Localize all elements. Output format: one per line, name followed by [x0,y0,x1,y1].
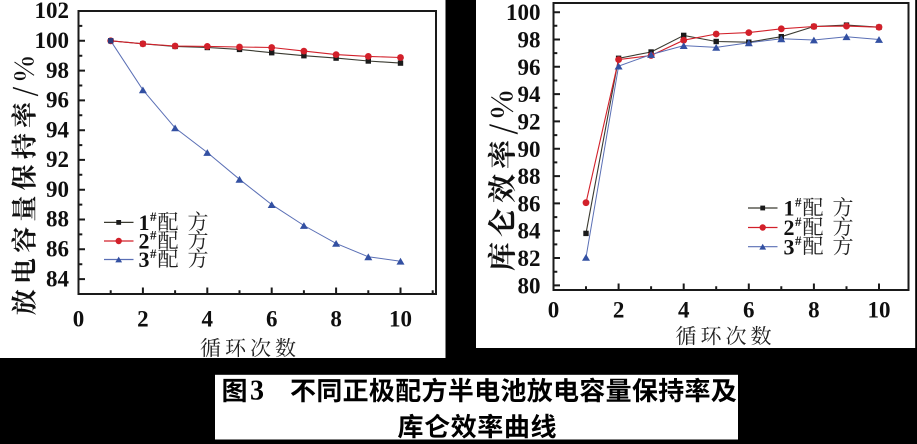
svg-text:100: 100 [35,28,70,53]
svg-text:#: # [150,246,157,261]
svg-text:88: 88 [46,207,69,232]
svg-text:6: 6 [266,307,278,332]
svg-text:92: 92 [518,109,541,134]
svg-text:6: 6 [743,298,755,323]
svg-text:0: 0 [73,307,85,332]
svg-text:10: 10 [868,298,891,323]
svg-text:#: # [795,233,802,248]
svg-text:90: 90 [46,177,69,202]
svg-text:8: 8 [330,307,342,332]
svg-text:84: 84 [46,266,70,291]
svg-text:88: 88 [518,164,541,189]
svg-text:10: 10 [389,307,412,332]
svg-text:102: 102 [35,0,70,23]
svg-text:1: 1 [139,210,150,235]
svg-text:3: 3 [250,375,264,406]
svg-text:82: 82 [518,246,541,271]
svg-text:3: 3 [139,247,150,272]
svg-text:100: 100 [506,0,541,25]
svg-text:#: # [150,228,157,243]
svg-text:94: 94 [46,117,70,142]
svg-text:90: 90 [518,137,541,162]
svg-text:96: 96 [518,55,541,80]
svg-text:2: 2 [139,229,150,254]
svg-text:8: 8 [808,298,820,323]
svg-text:98: 98 [518,28,541,53]
svg-text:86: 86 [518,191,541,216]
svg-text:92: 92 [46,147,69,172]
svg-text:3: 3 [784,234,795,259]
svg-text:94: 94 [518,82,542,107]
svg-text:96: 96 [46,88,69,113]
svg-text:2: 2 [784,215,795,240]
svg-text:98: 98 [46,58,69,83]
svg-text:2: 2 [137,307,149,332]
svg-text:#: # [150,209,157,224]
svg-text:80: 80 [518,273,541,298]
svg-text:86: 86 [46,237,69,262]
svg-text:4: 4 [202,307,214,332]
svg-text:#: # [795,195,802,210]
svg-text:2: 2 [613,298,625,323]
svg-text:4: 4 [678,298,690,323]
svg-text:0: 0 [548,298,560,323]
svg-text:84: 84 [518,219,542,244]
svg-text:1: 1 [784,196,795,221]
svg-text:#: # [795,214,802,229]
